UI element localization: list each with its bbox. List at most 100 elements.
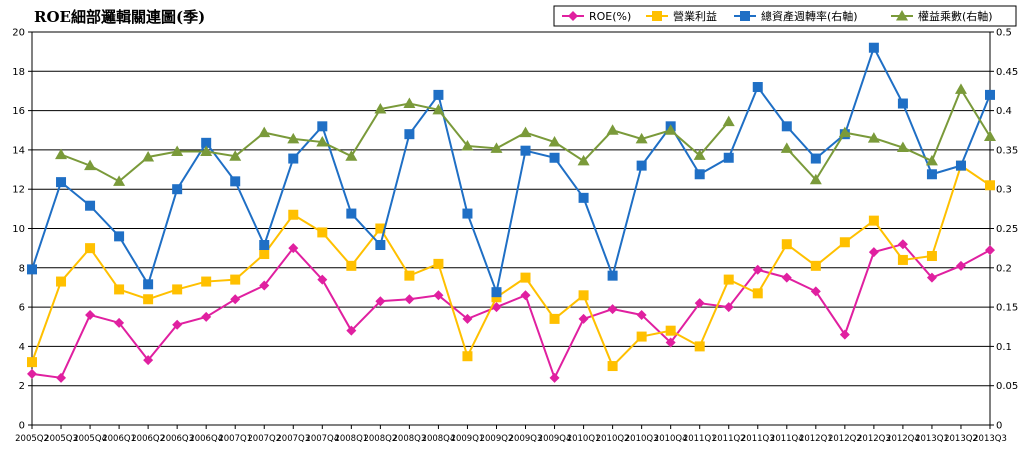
data-point — [259, 240, 270, 251]
data-point — [114, 231, 125, 242]
data-point — [839, 237, 850, 248]
data-point — [258, 126, 271, 138]
left-tick-label: 16 — [12, 106, 25, 117]
data-point — [462, 208, 473, 219]
data-point — [143, 279, 154, 290]
left-tick-label: 8 — [19, 263, 25, 274]
data-point — [636, 309, 647, 320]
data-point — [985, 89, 995, 100]
data-point — [84, 159, 97, 171]
x-tick-label: 2009Q2 — [480, 434, 514, 444]
data-point — [288, 243, 299, 254]
x-tick-label: 2008Q2 — [363, 434, 397, 444]
left-tick-label: 14 — [12, 145, 25, 156]
x-tick-label: 2007Q4 — [305, 434, 339, 444]
data-point — [346, 208, 357, 219]
data-point — [607, 304, 618, 315]
data-point — [925, 154, 938, 166]
data-point — [520, 272, 531, 283]
x-tick-label: 2013Q3 — [973, 434, 1007, 444]
data-point — [752, 264, 763, 275]
data-point — [143, 355, 154, 366]
legend-label: 營業利益 — [673, 9, 717, 23]
legend-swatch-marker — [568, 11, 578, 21]
data-point — [317, 121, 328, 132]
data-point — [56, 372, 67, 383]
x-tick-label: 2011Q3 — [741, 434, 775, 444]
data-point — [520, 290, 531, 301]
left-tick-label: 2 — [19, 381, 25, 392]
data-point — [85, 309, 96, 320]
data-point — [985, 180, 995, 191]
legend-item: ROE(%) — [562, 10, 631, 23]
data-point — [578, 290, 589, 301]
x-tick-label: 2006Q2 — [131, 434, 165, 444]
right-tick-label: 0.05 — [996, 381, 1018, 392]
x-tick-label: 2009Q1 — [451, 434, 485, 444]
chart-title: ROE細部邏輯關連圖(季) — [34, 8, 205, 26]
data-point — [752, 82, 763, 93]
data-point — [461, 139, 474, 151]
x-tick-label: 2006Q1 — [102, 434, 136, 444]
data-point — [403, 97, 416, 109]
legend-item: 權益乘數(右軸) — [891, 9, 993, 23]
data-point — [606, 124, 619, 135]
data-point — [259, 249, 270, 260]
right-axis-ticks: 0 0.05 0.1 0.15 0.2 0.25 0.3 0.35 0.4 0.45 0.5 — [990, 28, 1018, 432]
data-point — [374, 103, 387, 114]
data-point — [432, 103, 445, 115]
x-tick-label: 2008Q4 — [422, 434, 456, 444]
data-point — [114, 317, 125, 328]
x-tick-label: 2010Q2 — [596, 434, 630, 444]
left-tick-label: 10 — [12, 224, 25, 235]
series-line — [31, 243, 991, 381]
data-point — [56, 276, 67, 287]
data-point — [868, 215, 879, 226]
legend-label: ROE(%) — [589, 10, 631, 23]
data-point — [607, 361, 618, 372]
data-point — [549, 152, 560, 163]
data-point — [433, 89, 444, 100]
data-point — [723, 152, 734, 163]
data-point — [142, 150, 155, 162]
data-point — [549, 313, 560, 324]
data-point — [607, 270, 618, 281]
data-point — [926, 251, 937, 262]
data-point — [230, 176, 241, 187]
x-tick-label: 2011Q1 — [683, 434, 717, 444]
left-tick-label: 4 — [19, 342, 25, 353]
data-point — [809, 173, 822, 185]
x-tick-label: 2011Q2 — [712, 434, 746, 444]
x-tick-label: 2007Q1 — [218, 434, 252, 444]
x-tick-label: 2008Q1 — [334, 434, 368, 444]
data-point — [85, 243, 96, 254]
x-tick-label: 2008Q3 — [393, 434, 427, 444]
data-point — [810, 153, 821, 164]
data-point — [345, 150, 358, 161]
x-tick-label: 2005Q4 — [73, 434, 107, 444]
data-point — [490, 142, 503, 153]
data-point — [926, 169, 937, 180]
legend-label: 總資產週轉率(右軸) — [761, 9, 858, 23]
data-point — [867, 132, 880, 143]
data-point — [897, 239, 908, 250]
data-point — [694, 169, 705, 180]
legend-label: 權益乘數(右軸) — [918, 9, 993, 23]
data-point — [143, 294, 154, 305]
data-point — [781, 272, 792, 283]
x-tick-label: 2005Q2 — [15, 434, 49, 444]
data-point — [201, 137, 212, 148]
x-tick-label: 2005Q3 — [44, 434, 78, 444]
data-point — [520, 145, 531, 156]
data-point — [810, 260, 821, 271]
data-point — [897, 98, 908, 109]
data-point — [694, 341, 705, 352]
data-point — [781, 121, 792, 132]
series-line — [31, 164, 991, 368]
x-tick-label: 2006Q3 — [160, 434, 194, 444]
series-4 — [55, 83, 996, 186]
data-point — [229, 150, 242, 161]
data-point — [172, 184, 183, 195]
data-point — [955, 260, 966, 271]
data-point — [752, 288, 763, 299]
